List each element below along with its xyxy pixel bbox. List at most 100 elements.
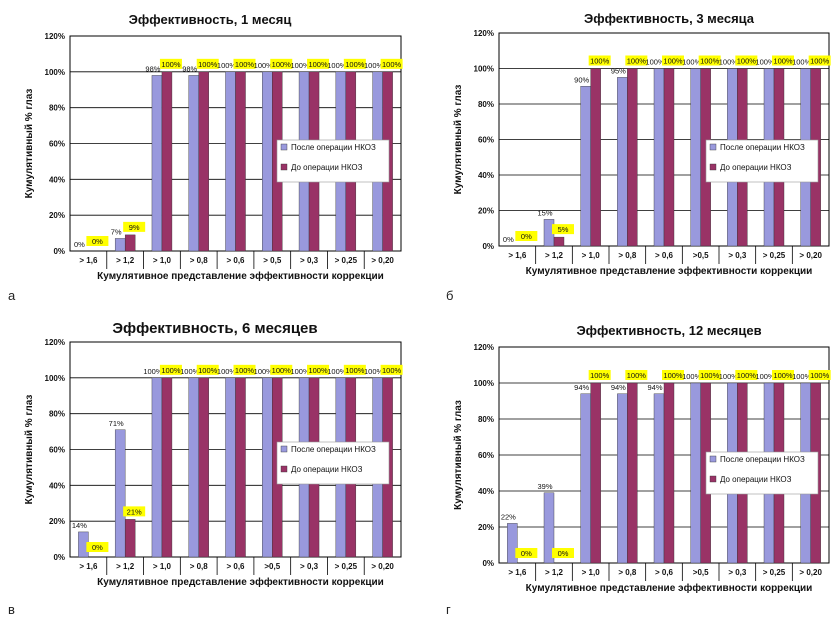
x-tick-label: > 0,3 (300, 562, 319, 571)
data-label-before: 9% (129, 223, 140, 232)
data-label-before: 100% (773, 371, 793, 380)
data-label-before: 100% (700, 57, 720, 66)
data-label-before: 100% (235, 60, 255, 69)
chart-panel-c: Эффективность, 6 месяцев 0% 20% 40% 60% 80% 10… (0, 312, 419, 625)
y-tick-label: 60% (478, 451, 494, 460)
bar-before-surgery (124, 519, 136, 558)
legend-swatch-after (709, 455, 717, 463)
bar-before-surgery (663, 68, 675, 247)
bar-before-surgery (124, 234, 136, 252)
data-label-after: 15% (537, 208, 552, 217)
legend-box (705, 451, 819, 495)
panel-label-b: б (446, 288, 454, 303)
data-label-before: 0% (521, 549, 532, 558)
x-tick-label: >0,5 (693, 251, 709, 260)
data-label-before: 100% (382, 366, 402, 375)
bar-before-surgery (590, 68, 601, 247)
data-label-before: 100% (590, 371, 610, 380)
data-label-before: 100% (198, 366, 218, 375)
y-tick-label: 80% (49, 104, 65, 113)
x-tick-label: > 0,6 (655, 568, 674, 577)
data-label-bg-before (233, 364, 256, 375)
y-tick-label: 120% (474, 29, 494, 38)
data-label-bg-before (123, 506, 146, 517)
data-label-after: 100% (327, 61, 347, 70)
data-label-bg-before (552, 224, 574, 235)
data-label-after: 100% (327, 367, 347, 376)
x-tick-label: > 0,8 (618, 251, 637, 260)
data-label-bg-before (698, 370, 721, 380)
data-label-before: 100% (345, 60, 365, 69)
data-label-before: 100% (161, 60, 181, 69)
data-label-after: 39% (537, 482, 552, 491)
panel-label-c: в (8, 602, 15, 617)
data-label-before: 100% (737, 57, 757, 66)
legend-label-after: После операции НКОЗ (720, 455, 805, 464)
data-label-before: 100% (235, 366, 255, 375)
x-tick-label: > 0,3 (728, 568, 747, 577)
data-label-after: 100% (755, 372, 775, 381)
data-label-bg-before (625, 55, 648, 66)
legend-label-before: До операции НКОЗ (720, 163, 792, 172)
bar-after-surgery (188, 377, 199, 558)
data-label-after: 100% (682, 58, 702, 67)
x-tick-label: > 0,20 (371, 256, 394, 265)
y-tick-label: 60% (478, 136, 494, 145)
data-label-after: 7% (111, 227, 122, 236)
data-label-after: 90% (574, 75, 589, 84)
legend-label-after: После операции НКОЗ (720, 143, 805, 152)
x-tick-label: > 0,8 (618, 568, 637, 577)
bar-before-surgery (161, 377, 173, 558)
data-label-bg-before (662, 370, 684, 380)
y-tick-label: 0% (482, 242, 494, 251)
data-label-after: 100% (254, 61, 274, 70)
bar-before-surgery (663, 382, 675, 564)
y-tick-label: 100% (474, 379, 494, 388)
x-tick-label: > 0,6 (655, 251, 674, 260)
x-tick-label: > 1,0 (153, 562, 172, 571)
legend-box (276, 441, 390, 485)
data-label-after: 100% (645, 58, 665, 67)
chart-panel-a: Эффективность, 1 месяц 0% 20% 40% 60% 80% 100%… (0, 0, 419, 312)
bar-before-surgery (161, 71, 173, 252)
bar-before-surgery (590, 382, 601, 564)
data-label-bg-before (588, 370, 611, 380)
data-label-after: 100% (217, 367, 237, 376)
data-label-before: 100% (627, 57, 647, 66)
data-label-after: 22% (501, 512, 516, 521)
data-label-after: 100% (217, 61, 237, 70)
panel-label-d: г (446, 602, 451, 617)
x-axis-label: Кумулятивное представление эффективности… (526, 265, 813, 277)
y-tick-label: 0% (53, 247, 65, 256)
legend-label-before: До операции НКОЗ (720, 475, 792, 484)
chart-panel-d: Эффективность, 12 месяцев 0% 20% 40% 60% 80% 1… (419, 312, 838, 625)
data-label-before: 100% (590, 57, 610, 66)
bar-after-surgery (690, 382, 701, 564)
bar-after-surgery (580, 86, 591, 247)
data-label-after: 100% (682, 372, 702, 381)
data-label-after: 14% (72, 521, 87, 530)
y-tick-label: 100% (45, 374, 65, 383)
y-tick-label: 60% (49, 446, 65, 455)
chart-svg-d: Эффективность, 12 месяцев 0% 20% 40% 60% 80% 1… (453, 323, 831, 594)
y-tick-label: 100% (474, 65, 494, 74)
data-label-bg-before (196, 364, 219, 375)
x-tick-label: > 1,0 (582, 568, 601, 577)
bar-before-surgery (627, 68, 638, 247)
y-tick-label: 120% (474, 343, 494, 352)
bar-after-surgery (114, 429, 126, 558)
y-tick-label: 20% (49, 211, 65, 220)
data-label-bg-before (159, 364, 182, 375)
bar-before-surgery (235, 377, 246, 558)
data-label-before: 100% (308, 366, 328, 375)
legend-box (276, 139, 390, 183)
data-label-before: 100% (663, 371, 683, 380)
y-tick-label: 20% (478, 207, 494, 216)
data-label-after: 71% (109, 419, 124, 428)
legend-swatch-before (280, 465, 288, 473)
chart-svg-a: Эффективность, 1 месяц 0% 20% 40% 60% 80% 100%… (24, 12, 403, 282)
data-label-before: 100% (773, 57, 793, 66)
data-label-before: 100% (810, 57, 830, 66)
bar-after-surgery (114, 238, 126, 252)
x-tick-label: > 1,2 (116, 562, 135, 571)
